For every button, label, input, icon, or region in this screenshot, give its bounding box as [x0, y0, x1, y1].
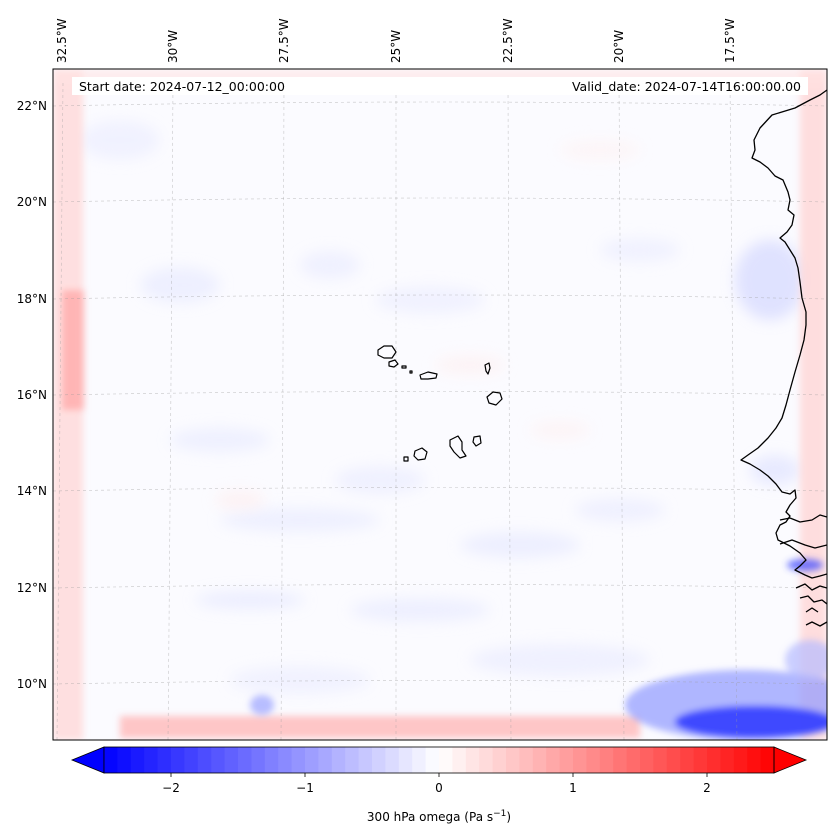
colorbar-step	[666, 747, 681, 773]
colorbar-label: 300 hPa omega (Pa s−1)	[367, 809, 511, 824]
colorbar-step	[519, 747, 534, 773]
colorbar-step	[305, 747, 319, 773]
colorbar-step	[613, 747, 628, 773]
colorbar-step	[358, 747, 373, 773]
gambia-coast	[779, 539, 827, 549]
colorbar-step	[680, 747, 695, 773]
colorbar-step	[345, 747, 360, 773]
colorbar-step	[492, 747, 507, 773]
colorbar-step	[439, 747, 453, 773]
lon-label-20w: 20°W	[612, 30, 626, 63]
colorbar-step	[331, 747, 346, 773]
colorbar-step	[425, 747, 440, 773]
colorbar-step	[760, 747, 775, 773]
colorbar-tick-2: 2	[703, 781, 711, 795]
colorbar-step	[573, 747, 587, 773]
lon-label-27-5w: 27.5°W	[277, 18, 291, 63]
colorbar-step	[104, 747, 118, 773]
guinea-bissau-coast	[795, 583, 827, 627]
colorbar-step	[559, 747, 574, 773]
senegal-inlets	[779, 514, 827, 523]
colorbar-step	[747, 747, 762, 773]
lon-label-25w: 25°W	[389, 30, 403, 63]
colorbar-tick-neg2: −2	[162, 781, 180, 795]
colorbar-step	[506, 747, 520, 773]
colorbar-steps	[104, 747, 775, 773]
lat-label-22n: 22°N	[17, 99, 47, 113]
colorbar-tick-neg1: −1	[296, 781, 314, 795]
colorbar-step	[197, 747, 212, 773]
africa-coastline	[740, 89, 827, 579]
omega-field	[53, 69, 827, 740]
colorbar-step	[398, 747, 413, 773]
colorbar-step	[157, 747, 172, 773]
colorbar-step	[264, 747, 279, 773]
colorbar-step	[479, 747, 494, 773]
colorbar-tick-1: 1	[569, 781, 577, 795]
lon-label-17-5w: 17.5°W	[723, 18, 737, 63]
colorbar-step	[251, 747, 266, 773]
colorbar-step	[278, 747, 293, 773]
colorbar-step	[465, 747, 480, 773]
graticule	[53, 82, 827, 740]
colorbar-max-extend	[773, 746, 808, 774]
lat-label-10n: 10°N	[17, 677, 47, 691]
lon-label-30w: 30°W	[166, 30, 180, 63]
lat-label-16n: 16°N	[17, 388, 47, 402]
latitude-labels: 22°N 20°N 18°N 16°N 14°N 12°N 10°N	[17, 99, 47, 691]
colorbar-step	[586, 747, 601, 773]
map-frame	[52, 68, 828, 741]
colorbar-step	[532, 747, 547, 773]
colorbar-step	[224, 747, 239, 773]
colorbar-tick-0: 0	[435, 781, 443, 795]
colorbar-step	[211, 747, 226, 773]
lon-label-32-5w: 32.5°W	[55, 18, 69, 63]
colorbar-step	[117, 747, 132, 773]
colorbar-step	[412, 747, 427, 773]
colorbar-step	[640, 747, 654, 773]
colorbar-step	[626, 747, 641, 773]
colorbar-step	[707, 747, 721, 773]
colorbar-step	[318, 747, 333, 773]
colorbar-step	[184, 747, 199, 773]
colorbar-step	[372, 747, 386, 773]
start-date-text: Start date: 2024-07-12_00:00:00	[79, 79, 285, 94]
colorbar-step	[693, 747, 708, 773]
valid-date-text: Valid_date: 2024-07-14T16:00:00.00	[572, 79, 801, 94]
cape-verde-islands	[377, 345, 503, 462]
colorbar-step	[720, 747, 735, 773]
colorbar-step	[653, 747, 668, 773]
colorbar-step	[291, 747, 306, 773]
lat-label-18n: 18°N	[17, 292, 47, 306]
lon-label-22-5w: 22.5°W	[501, 18, 515, 63]
lat-label-14n: 14°N	[17, 484, 47, 498]
colorbar: −2 −1 0 1 2 300 hPa omega (Pa s−1)	[70, 746, 808, 824]
colorbar-step	[546, 747, 561, 773]
lat-label-12n: 12°N	[17, 581, 47, 595]
colorbar-step	[238, 747, 252, 773]
colorbar-step	[144, 747, 159, 773]
colorbar-step	[130, 747, 145, 773]
date-banner	[72, 77, 808, 95]
colorbar-step	[171, 747, 185, 773]
colorbar-step	[733, 747, 748, 773]
lat-label-20n: 20°N	[17, 195, 47, 209]
colorbar-step	[452, 747, 467, 773]
colorbar-ticks: −2 −1 0 1 2	[162, 773, 711, 795]
colorbar-min-extend	[70, 746, 105, 774]
colorbar-step	[385, 747, 400, 773]
colorbar-step	[599, 747, 614, 773]
longitude-labels: 32.5°W 30°W 27.5°W 25°W 22.5°W 20°W 17.5…	[55, 18, 737, 63]
